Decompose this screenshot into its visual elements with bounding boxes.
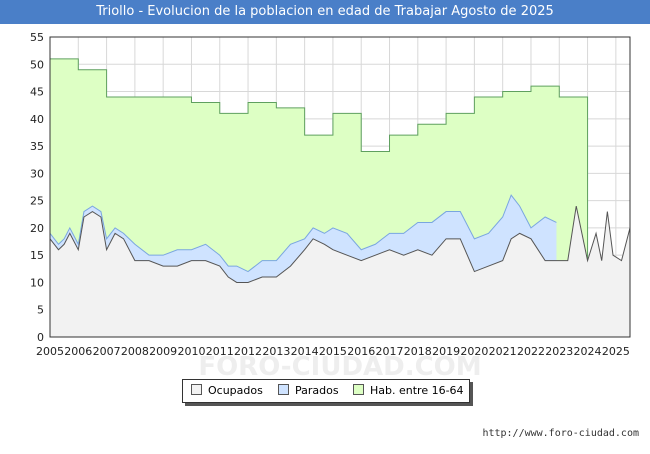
series-line-ocupados bbox=[49, 205, 631, 283]
series-area-ocupados bbox=[50, 206, 630, 337]
legend-swatch-ocupados bbox=[191, 384, 202, 395]
y-tick-label: 20 bbox=[30, 222, 44, 235]
y-tick-label: 25 bbox=[30, 195, 44, 208]
x-tick-label: 2024 bbox=[574, 345, 602, 358]
x-tick-label: 2017 bbox=[376, 345, 404, 358]
legend-swatch-habitantes bbox=[353, 384, 364, 395]
legend-swatch-parados bbox=[278, 384, 289, 395]
x-tick-label: 2020 bbox=[460, 345, 488, 358]
chart-title: Triollo - Evolucion de la poblacion en e… bbox=[0, 0, 650, 24]
footer-url[interactable]: http://www.foro-ciudad.com bbox=[482, 428, 639, 439]
legend-label-parados: Parados bbox=[295, 384, 339, 397]
y-tick-label: 40 bbox=[30, 113, 44, 126]
x-tick-label: 2023 bbox=[545, 345, 573, 358]
y-tick-label: 10 bbox=[30, 276, 44, 289]
x-tick-label: 2011 bbox=[206, 345, 234, 358]
y-tick-label: 50 bbox=[30, 58, 44, 71]
y-tick-label: 0 bbox=[37, 331, 44, 344]
x-tick-label: 2007 bbox=[93, 345, 121, 358]
x-tick-label: 2015 bbox=[319, 345, 347, 358]
y-tick-label: 35 bbox=[30, 140, 44, 153]
x-tick-label: 2016 bbox=[347, 345, 375, 358]
legend-label-habitantes: Hab. entre 16-64 bbox=[370, 384, 464, 397]
y-tick-label: 5 bbox=[37, 304, 44, 317]
x-tick-label: 2009 bbox=[149, 345, 177, 358]
legend-item-parados: Parados bbox=[278, 384, 339, 398]
x-tick-label: 2021 bbox=[489, 345, 517, 358]
legend: Ocupados Parados Hab. entre 16-64 bbox=[182, 379, 470, 403]
x-tick-label: 2012 bbox=[234, 345, 262, 358]
series-line-parados bbox=[49, 194, 557, 273]
x-tick-label: 2013 bbox=[262, 345, 290, 358]
watermark: FORO-CIUDAD.COM bbox=[198, 352, 481, 382]
x-tick-label: 2010 bbox=[177, 345, 205, 358]
y-tick-label: 55 bbox=[30, 31, 44, 44]
x-tick-label: 2006 bbox=[64, 345, 92, 358]
x-tick-label: 2025 bbox=[602, 345, 630, 358]
y-tick-label: 15 bbox=[30, 249, 44, 262]
x-tick-label: 2014 bbox=[291, 345, 319, 358]
x-tick-label: 2022 bbox=[517, 345, 545, 358]
x-tick-label: 2008 bbox=[121, 345, 149, 358]
x-tick-label: 2018 bbox=[404, 345, 432, 358]
x-tick-label: 2005 bbox=[36, 345, 64, 358]
series-line-habitantes bbox=[50, 58, 589, 337]
y-tick-label: 45 bbox=[30, 86, 44, 99]
legend-item-ocupados: Ocupados bbox=[191, 384, 263, 398]
chart-area: 0 5 10 15 20 25 30 35 40 45 50 55 2005 2006 2007 2008 20… bbox=[0, 24, 650, 450]
plot-frame bbox=[49, 36, 631, 338]
y-tick-label: 30 bbox=[30, 167, 44, 180]
legend-item-habitantes: Hab. entre 16-64 bbox=[353, 384, 464, 398]
legend-label-ocupados: Ocupados bbox=[208, 384, 263, 397]
x-tick-label: 2019 bbox=[432, 345, 460, 358]
